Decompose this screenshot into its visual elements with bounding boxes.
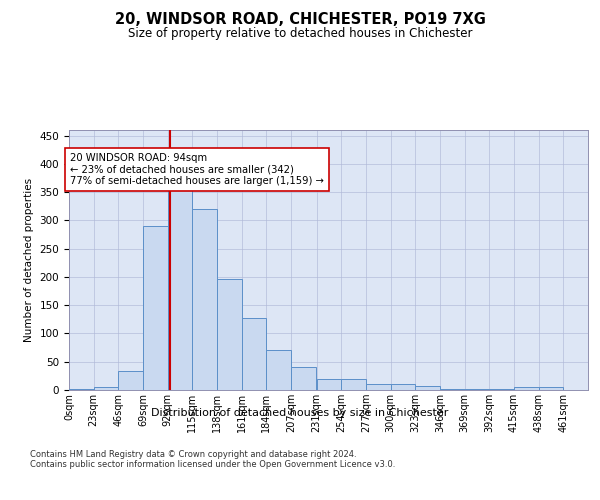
Text: Contains HM Land Registry data © Crown copyright and database right 2024.
Contai: Contains HM Land Registry data © Crown c… bbox=[30, 450, 395, 469]
Bar bbox=[94, 387, 118, 390]
Bar bbox=[266, 350, 291, 390]
Y-axis label: Number of detached properties: Number of detached properties bbox=[24, 178, 34, 342]
Bar bbox=[341, 378, 366, 390]
Bar bbox=[242, 318, 266, 390]
Bar bbox=[490, 389, 514, 390]
Bar bbox=[440, 389, 464, 390]
Bar bbox=[217, 278, 242, 390]
Bar bbox=[118, 372, 143, 390]
Bar bbox=[391, 384, 415, 390]
Bar bbox=[143, 226, 167, 390]
Bar bbox=[291, 368, 316, 390]
Bar bbox=[464, 389, 490, 390]
Bar bbox=[317, 378, 341, 390]
Bar bbox=[69, 389, 94, 390]
Bar bbox=[193, 209, 217, 390]
Text: Distribution of detached houses by size in Chichester: Distribution of detached houses by size … bbox=[151, 408, 449, 418]
Text: 20, WINDSOR ROAD, CHICHESTER, PO19 7XG: 20, WINDSOR ROAD, CHICHESTER, PO19 7XG bbox=[115, 12, 485, 28]
Bar bbox=[415, 386, 440, 390]
Text: 20 WINDSOR ROAD: 94sqm
← 23% of detached houses are smaller (342)
77% of semi-de: 20 WINDSOR ROAD: 94sqm ← 23% of detached… bbox=[70, 152, 324, 186]
Bar bbox=[514, 387, 539, 390]
Bar bbox=[366, 384, 391, 390]
Bar bbox=[167, 184, 193, 390]
Text: Size of property relative to detached houses in Chichester: Size of property relative to detached ho… bbox=[128, 28, 472, 40]
Bar bbox=[539, 387, 563, 390]
